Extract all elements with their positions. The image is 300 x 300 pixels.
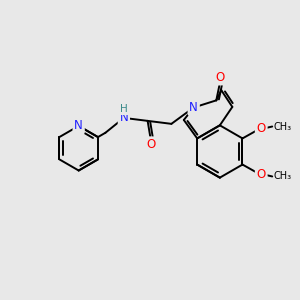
Text: N: N [74, 119, 83, 132]
Text: O: O [256, 168, 266, 181]
Text: N: N [189, 101, 198, 114]
Text: O: O [256, 122, 266, 135]
Text: CH₃: CH₃ [273, 172, 292, 182]
Text: N: N [119, 111, 128, 124]
Text: O: O [216, 71, 225, 84]
Text: CH₃: CH₃ [273, 122, 292, 131]
Text: O: O [147, 138, 156, 151]
Text: H: H [120, 104, 128, 114]
